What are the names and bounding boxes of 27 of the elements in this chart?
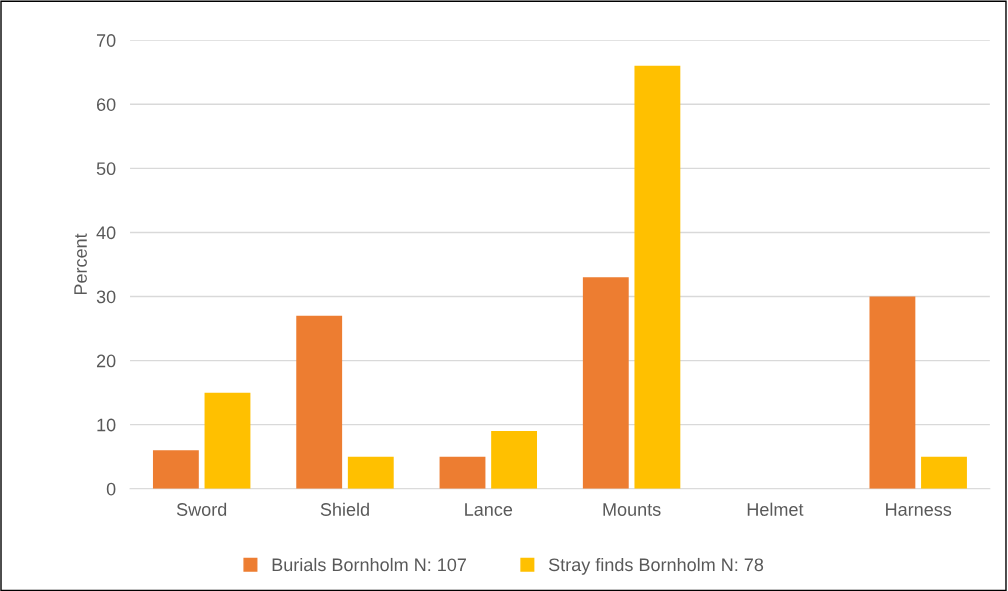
x-tick-label: Lance [465, 503, 513, 516]
bar [921, 456, 967, 489]
y-tick-label: 70 [96, 34, 116, 47]
y-tick-label: 50 [96, 162, 116, 176]
bar [439, 456, 486, 489]
y-tick-label: 20 [96, 354, 116, 368]
y-tick-label: 30 [96, 290, 116, 304]
bar [582, 277, 629, 489]
x-tick-label: Harness [886, 503, 952, 516]
y-tick-label: 10 [97, 418, 116, 432]
x-tick-label: Sword [176, 502, 227, 516]
x-tick-label: Shield [320, 502, 369, 516]
y-tick-label: 40 [96, 226, 116, 240]
bar [296, 315, 343, 489]
bar [869, 296, 916, 489]
bar [491, 431, 538, 489]
x-tick-label: Helmet [747, 502, 804, 516]
bar [634, 65, 681, 489]
bar [347, 456, 394, 489]
legend-label: Stray finds Bornholm N: 78 [548, 557, 764, 575]
bar [152, 450, 199, 489]
y-axis-title: Percent [74, 233, 87, 295]
bar [204, 392, 251, 489]
y-tick-label: 0 [106, 482, 116, 496]
y-tick-label: 60 [96, 98, 116, 111]
x-tick-label: Mounts [603, 503, 661, 516]
legend-label: Burials Bornholm N: 107 [272, 557, 466, 572]
